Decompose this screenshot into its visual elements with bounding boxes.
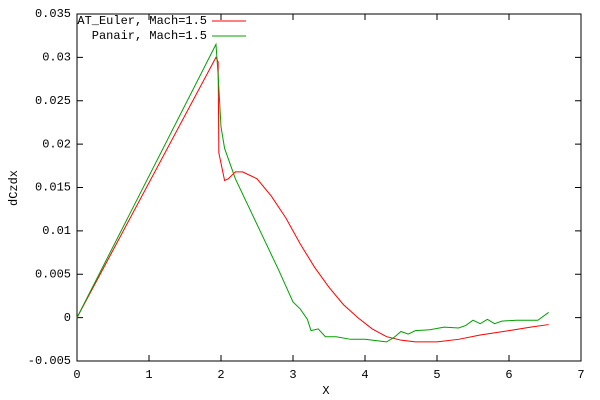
x-tick-label: 1 — [145, 368, 152, 382]
legend-label: AT_Euler, Mach=1.5 — [77, 14, 207, 28]
y-tick-label: 0.01 — [42, 224, 71, 238]
x-tick-label: 2 — [217, 368, 224, 382]
series-line — [76, 42, 549, 343]
y-tick-label: 0.015 — [35, 181, 71, 195]
y-tick-label: 0.025 — [35, 94, 71, 108]
y-axis-label: dCzdx — [7, 170, 21, 206]
series-line — [76, 56, 549, 343]
x-tick-label: 3 — [289, 368, 296, 382]
y-tick-label: 0.02 — [42, 137, 71, 151]
x-tick-label: 7 — [577, 368, 584, 382]
x-tick-label: 0 — [73, 368, 80, 382]
plot-frame — [76, 13, 582, 362]
x-axis-label: X — [322, 384, 329, 398]
y-tick-label: 0.03 — [42, 51, 71, 65]
x-tick-label: 5 — [433, 368, 440, 382]
y-tick-label: 0.005 — [35, 267, 71, 281]
y-tick-label: 0.035 — [35, 7, 71, 21]
x-tick-label: 6 — [505, 368, 512, 382]
y-tick-label: -0.005 — [28, 354, 71, 368]
y-tick-label: 0 — [64, 311, 71, 325]
legend-label: Panair, Mach=1.5 — [92, 29, 207, 43]
x-tick-label: 4 — [361, 368, 368, 382]
